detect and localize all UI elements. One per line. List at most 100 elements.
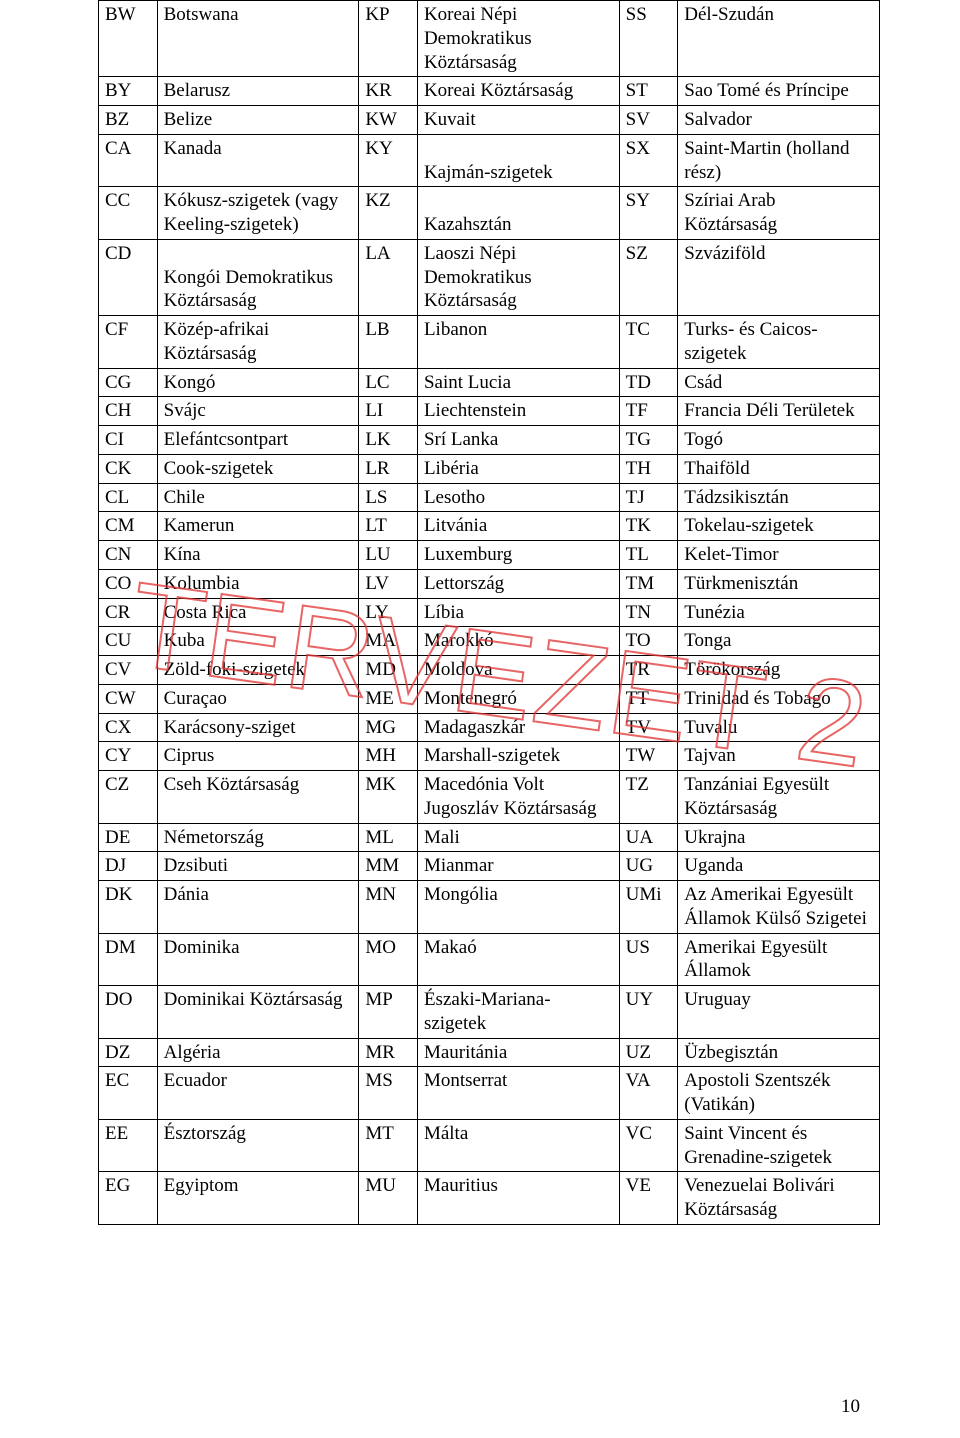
country-code-cell: BY: [99, 77, 158, 106]
page-number: 10: [841, 1396, 860, 1418]
country-code-cell: MP: [359, 986, 418, 1039]
country-name-cell: Montserrat: [417, 1067, 619, 1120]
document-page: BWBotswanaKPKoreai Népi Demokratikus Köz…: [0, 0, 960, 1438]
country-code-cell: KR: [359, 77, 418, 106]
country-code-cell: TO: [619, 627, 678, 656]
country-name-cell: Tunézia: [678, 598, 880, 627]
country-name-cell: Uruguay: [678, 986, 880, 1039]
table-row: BWBotswanaKPKoreai Népi Demokratikus Köz…: [99, 1, 880, 77]
country-code-cell: CX: [99, 713, 158, 742]
country-name-cell: Kelet-Timor: [678, 541, 880, 570]
country-code-cell: CG: [99, 368, 158, 397]
country-code-cell: MU: [359, 1172, 418, 1225]
country-code-cell: KW: [359, 106, 418, 135]
country-code-cell: CL: [99, 483, 158, 512]
country-name-cell: Turks- és Caicos-szigetek: [678, 316, 880, 369]
country-name-cell: Koreai Köztársaság: [417, 77, 619, 106]
country-name-cell: Kamerun: [157, 512, 359, 541]
country-code-cell: EG: [99, 1172, 158, 1225]
country-name-cell: Amerikai Egyesült Államok: [678, 933, 880, 986]
table-row: CKCook-szigetekLRLibériaTHThaiföld: [99, 454, 880, 483]
country-code-cell: MD: [359, 656, 418, 685]
country-code-cell: MS: [359, 1067, 418, 1120]
table-row: CXKarácsony-szigetMGMadagaszkárTVTuvalu: [99, 713, 880, 742]
country-code-cell: KY: [359, 134, 418, 187]
table-row: CMKamerunLTLitvániaTKTokelau-szigetek: [99, 512, 880, 541]
table-row: CFKözép-afrikai KöztársaságLBLibanonTCTu…: [99, 316, 880, 369]
country-name-cell: Curaçao: [157, 684, 359, 713]
country-name-cell: Kína: [157, 541, 359, 570]
country-code-cell: CY: [99, 742, 158, 771]
country-name-cell: Costa Rica: [157, 598, 359, 627]
country-name-cell: Tajvan: [678, 742, 880, 771]
country-code-cell: LI: [359, 397, 418, 426]
country-name-cell: Kongói Demokratikus Köztársaság: [157, 239, 359, 315]
country-name-cell: Botswana: [157, 1, 359, 77]
country-code-cell: LU: [359, 541, 418, 570]
country-name-cell: Dél-Szudán: [678, 1, 880, 77]
country-code-cell: TD: [619, 368, 678, 397]
country-name-cell: Zöld-foki-szigetek: [157, 656, 359, 685]
table-row: DODominikai KöztársaságMPÉszaki-Mariana-…: [99, 986, 880, 1039]
table-row: CNKínaLULuxemburgTLKelet-Timor: [99, 541, 880, 570]
country-code-cell: CH: [99, 397, 158, 426]
country-name-cell: Szváziföld: [678, 239, 880, 315]
table-row: DZAlgériaMRMauritániaUZÜzbegisztán: [99, 1038, 880, 1067]
country-code-cell: LY: [359, 598, 418, 627]
country-name-cell: Salvador: [678, 106, 880, 135]
country-name-cell: Kongó: [157, 368, 359, 397]
country-code-cell: TL: [619, 541, 678, 570]
country-name-cell: Mauritius: [417, 1172, 619, 1225]
country-name-cell: Németország: [157, 823, 359, 852]
country-name-cell: Tonga: [678, 627, 880, 656]
country-name-cell: Észtország: [157, 1119, 359, 1172]
country-code-cell: LT: [359, 512, 418, 541]
table-row: CVZöld-foki-szigetekMDMoldovaTRTörökorsz…: [99, 656, 880, 685]
country-code-cell: MA: [359, 627, 418, 656]
country-name-cell: Apostoli Szentszék (Vatikán): [678, 1067, 880, 1120]
country-code-cell: KP: [359, 1, 418, 77]
table-row: DMDominikaMOMakaóUSAmerikai Egyesült Áll…: [99, 933, 880, 986]
country-code-cell: CO: [99, 569, 158, 598]
country-code-cell: LV: [359, 569, 418, 598]
table-row: CYCiprusMHMarshall-szigetekTWTajvan: [99, 742, 880, 771]
table-row: ECEcuadorMSMontserratVAApostoli Szentszé…: [99, 1067, 880, 1120]
country-name-cell: Madagaszkár: [417, 713, 619, 742]
country-name-cell: Csád: [678, 368, 880, 397]
country-code-cell: TC: [619, 316, 678, 369]
country-name-cell: Karácsony-sziget: [157, 713, 359, 742]
country-name-cell: Tokelau-szigetek: [678, 512, 880, 541]
country-name-cell: Üzbegisztán: [678, 1038, 880, 1067]
country-name-cell: Venezuelai Bolivári Köztársaság: [678, 1172, 880, 1225]
table-row: CHSvájcLILiechtensteinTFFrancia Déli Ter…: [99, 397, 880, 426]
country-code-cell: MG: [359, 713, 418, 742]
country-code-table: BWBotswanaKPKoreai Népi Demokratikus Köz…: [98, 0, 880, 1225]
country-code-cell: TJ: [619, 483, 678, 512]
table-row: COKolumbiaLVLettországTMTürkmenisztán: [99, 569, 880, 598]
country-code-cell: TF: [619, 397, 678, 426]
country-name-cell: Dzsibuti: [157, 852, 359, 881]
country-name-cell: Kókusz-szigetek (vagy Keeling-szigetek): [157, 187, 359, 240]
country-code-cell: LR: [359, 454, 418, 483]
country-name-cell: Ecuador: [157, 1067, 359, 1120]
country-name-cell: Mianmar: [417, 852, 619, 881]
country-name-cell: Kanada: [157, 134, 359, 187]
country-code-cell: CC: [99, 187, 158, 240]
country-name-cell: Az Amerikai Egyesült Államok Külső Szige…: [678, 881, 880, 934]
country-name-cell: Moldova: [417, 656, 619, 685]
country-name-cell: Litvánia: [417, 512, 619, 541]
country-code-cell: DJ: [99, 852, 158, 881]
table-row: CAKanadaKYKajmán-szigetekSXSaint-Martin …: [99, 134, 880, 187]
table-row: DKDániaMNMongóliaUMiAz Amerikai Egyesült…: [99, 881, 880, 934]
country-code-cell: CW: [99, 684, 158, 713]
country-name-cell: Svájc: [157, 397, 359, 426]
country-code-cell: TR: [619, 656, 678, 685]
country-code-cell: BZ: [99, 106, 158, 135]
country-code-cell: DK: [99, 881, 158, 934]
country-name-cell: Kuvait: [417, 106, 619, 135]
country-name-cell: Tuvalu: [678, 713, 880, 742]
country-name-cell: Közép-afrikai Köztársaság: [157, 316, 359, 369]
country-name-cell: Macedónia Volt Jugoszláv Köztársaság: [417, 771, 619, 824]
country-name-cell: Törökország: [678, 656, 880, 685]
country-name-cell: Makaó: [417, 933, 619, 986]
